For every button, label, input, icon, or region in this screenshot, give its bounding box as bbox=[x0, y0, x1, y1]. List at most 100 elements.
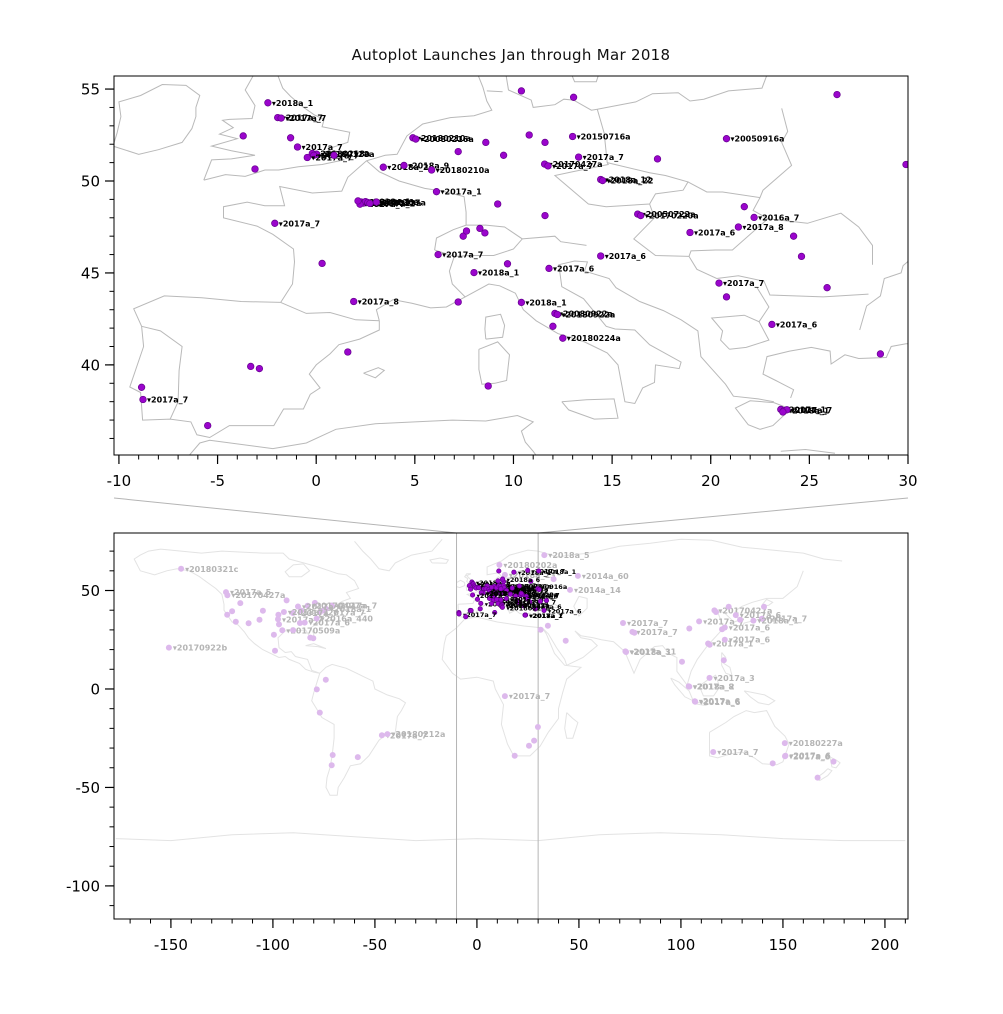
point-label: ▾2014a_60 bbox=[582, 572, 629, 581]
data-point-bright bbox=[525, 567, 531, 573]
data-point-faded bbox=[275, 616, 281, 623]
data-point bbox=[686, 228, 694, 237]
data-point-faded bbox=[245, 620, 252, 627]
coastline bbox=[534, 603, 561, 609]
point-label: ▾2017a_7 bbox=[552, 162, 593, 171]
data-point-bright bbox=[537, 598, 543, 604]
data-point-faded bbox=[710, 749, 717, 755]
point-label: ▾2017a_6 bbox=[729, 624, 771, 633]
data-point-faded bbox=[313, 686, 320, 693]
data-point-faded bbox=[567, 586, 573, 593]
data-point-bright bbox=[470, 592, 476, 598]
data-point bbox=[722, 293, 731, 301]
y-tick-label: 40 bbox=[81, 356, 100, 374]
data-point-faded bbox=[296, 620, 303, 626]
data-point-bright bbox=[528, 578, 534, 584]
coastline bbox=[457, 598, 551, 619]
data-point-bright bbox=[521, 603, 527, 609]
point-label: ▾20150716a bbox=[508, 583, 552, 591]
coastline bbox=[370, 538, 443, 572]
point-label: ▾2017a_6 bbox=[776, 320, 818, 329]
point-label: ▾2017a_7 bbox=[318, 151, 359, 160]
point-label: ▾20180218a bbox=[316, 149, 370, 158]
point-label: ▾20080922a bbox=[559, 309, 613, 318]
data-point bbox=[541, 138, 549, 147]
point-label: ▾2017a_8 bbox=[525, 592, 559, 600]
point-label: ▾2017a_2 bbox=[487, 590, 521, 598]
data-point bbox=[251, 165, 259, 173]
point-label: ▾2017a_6 bbox=[520, 593, 554, 601]
data-point-bright bbox=[500, 576, 506, 582]
point-label: ▾2018a_1 bbox=[476, 579, 510, 587]
data-point-faded bbox=[275, 611, 282, 618]
data-point bbox=[494, 200, 502, 208]
point-label: ▾20050722a bbox=[514, 591, 558, 599]
data-point bbox=[454, 298, 462, 306]
point-label: ▾20150716a bbox=[577, 133, 631, 142]
point-label: ▾2018a_22 bbox=[607, 177, 654, 186]
y-tick-label: 55 bbox=[81, 81, 100, 99]
point-label: ▾2017a_7 bbox=[509, 692, 550, 701]
data-point-faded bbox=[256, 616, 263, 623]
point-label: ▾2018a_1 bbox=[543, 568, 577, 576]
data-point-bright bbox=[498, 591, 504, 597]
point-label: ▾20180321c bbox=[185, 565, 239, 574]
coastline bbox=[743, 690, 776, 706]
data-point-faded bbox=[289, 610, 296, 616]
coastline bbox=[203, 76, 351, 181]
coastline bbox=[484, 313, 506, 340]
data-point-bright bbox=[456, 611, 462, 617]
x-tick-label: 200 bbox=[871, 936, 900, 954]
coastline bbox=[752, 197, 769, 220]
point-label: ▾2017a_7 bbox=[302, 143, 343, 152]
data-point-faded bbox=[631, 629, 638, 636]
point-label: ▾2017a_7 bbox=[336, 602, 377, 611]
coastline bbox=[541, 570, 804, 687]
data-point bbox=[503, 260, 512, 268]
data-point bbox=[432, 188, 441, 196]
data-point-faded bbox=[501, 693, 508, 700]
point-label: ▾2017a_7 bbox=[627, 619, 668, 628]
data-point-faded bbox=[550, 576, 557, 583]
x-tick-label: -10 bbox=[107, 472, 132, 490]
data-point-bright bbox=[541, 607, 547, 613]
bottom-plot-area[interactable] bbox=[114, 533, 908, 919]
point-label: ▾20180126a bbox=[365, 198, 419, 207]
data-point bbox=[525, 131, 533, 139]
point-label: ▾2018a_1 bbox=[757, 617, 799, 626]
point-label: ▾2017a_7 bbox=[386, 731, 427, 740]
point-label: ▾2017a_7 bbox=[530, 612, 564, 620]
point-label: ▾20180210a bbox=[417, 134, 471, 143]
data-point-faded bbox=[301, 619, 308, 626]
coastline bbox=[688, 218, 769, 257]
top-plot-area[interactable] bbox=[114, 76, 908, 455]
data-point bbox=[454, 147, 462, 156]
coastline bbox=[522, 235, 587, 246]
point-label: ▾2017a_7 bbox=[583, 153, 624, 162]
data-point-faded bbox=[304, 602, 311, 609]
point-label: ▾20170427a bbox=[505, 586, 549, 594]
point-label: ▾2017a_7 bbox=[532, 567, 566, 575]
data-point-faded bbox=[686, 625, 693, 632]
point-label: ▾20080922a bbox=[506, 602, 550, 610]
coastline bbox=[115, 832, 906, 842]
data-point-faded bbox=[328, 602, 335, 609]
point-label: ▾20050916a bbox=[731, 135, 785, 144]
data-point-faded bbox=[737, 616, 744, 623]
data-point-faded bbox=[224, 592, 231, 599]
data-point bbox=[354, 197, 362, 205]
x-tick-label: 20 bbox=[701, 472, 720, 490]
point-label: ▾20170427a bbox=[312, 602, 366, 611]
data-point-faded bbox=[496, 561, 503, 568]
y-tick-label: 0 bbox=[90, 680, 100, 698]
data-point-bright bbox=[511, 569, 517, 575]
point-label: ▾2017a_6 bbox=[740, 611, 782, 620]
bottom-points-layer: ▾20180321c▾20170922b▾2017a_5▾20170427a▾2… bbox=[165, 551, 843, 781]
data-point bbox=[277, 114, 285, 122]
point-label: ▾2017a_7 bbox=[285, 114, 326, 123]
data-point bbox=[637, 211, 645, 220]
coastline bbox=[129, 295, 380, 439]
x-tick-label: -5 bbox=[210, 472, 225, 490]
point-label: ▾2018a_1 bbox=[272, 99, 314, 108]
point-label: ▾20170220a bbox=[515, 591, 559, 599]
